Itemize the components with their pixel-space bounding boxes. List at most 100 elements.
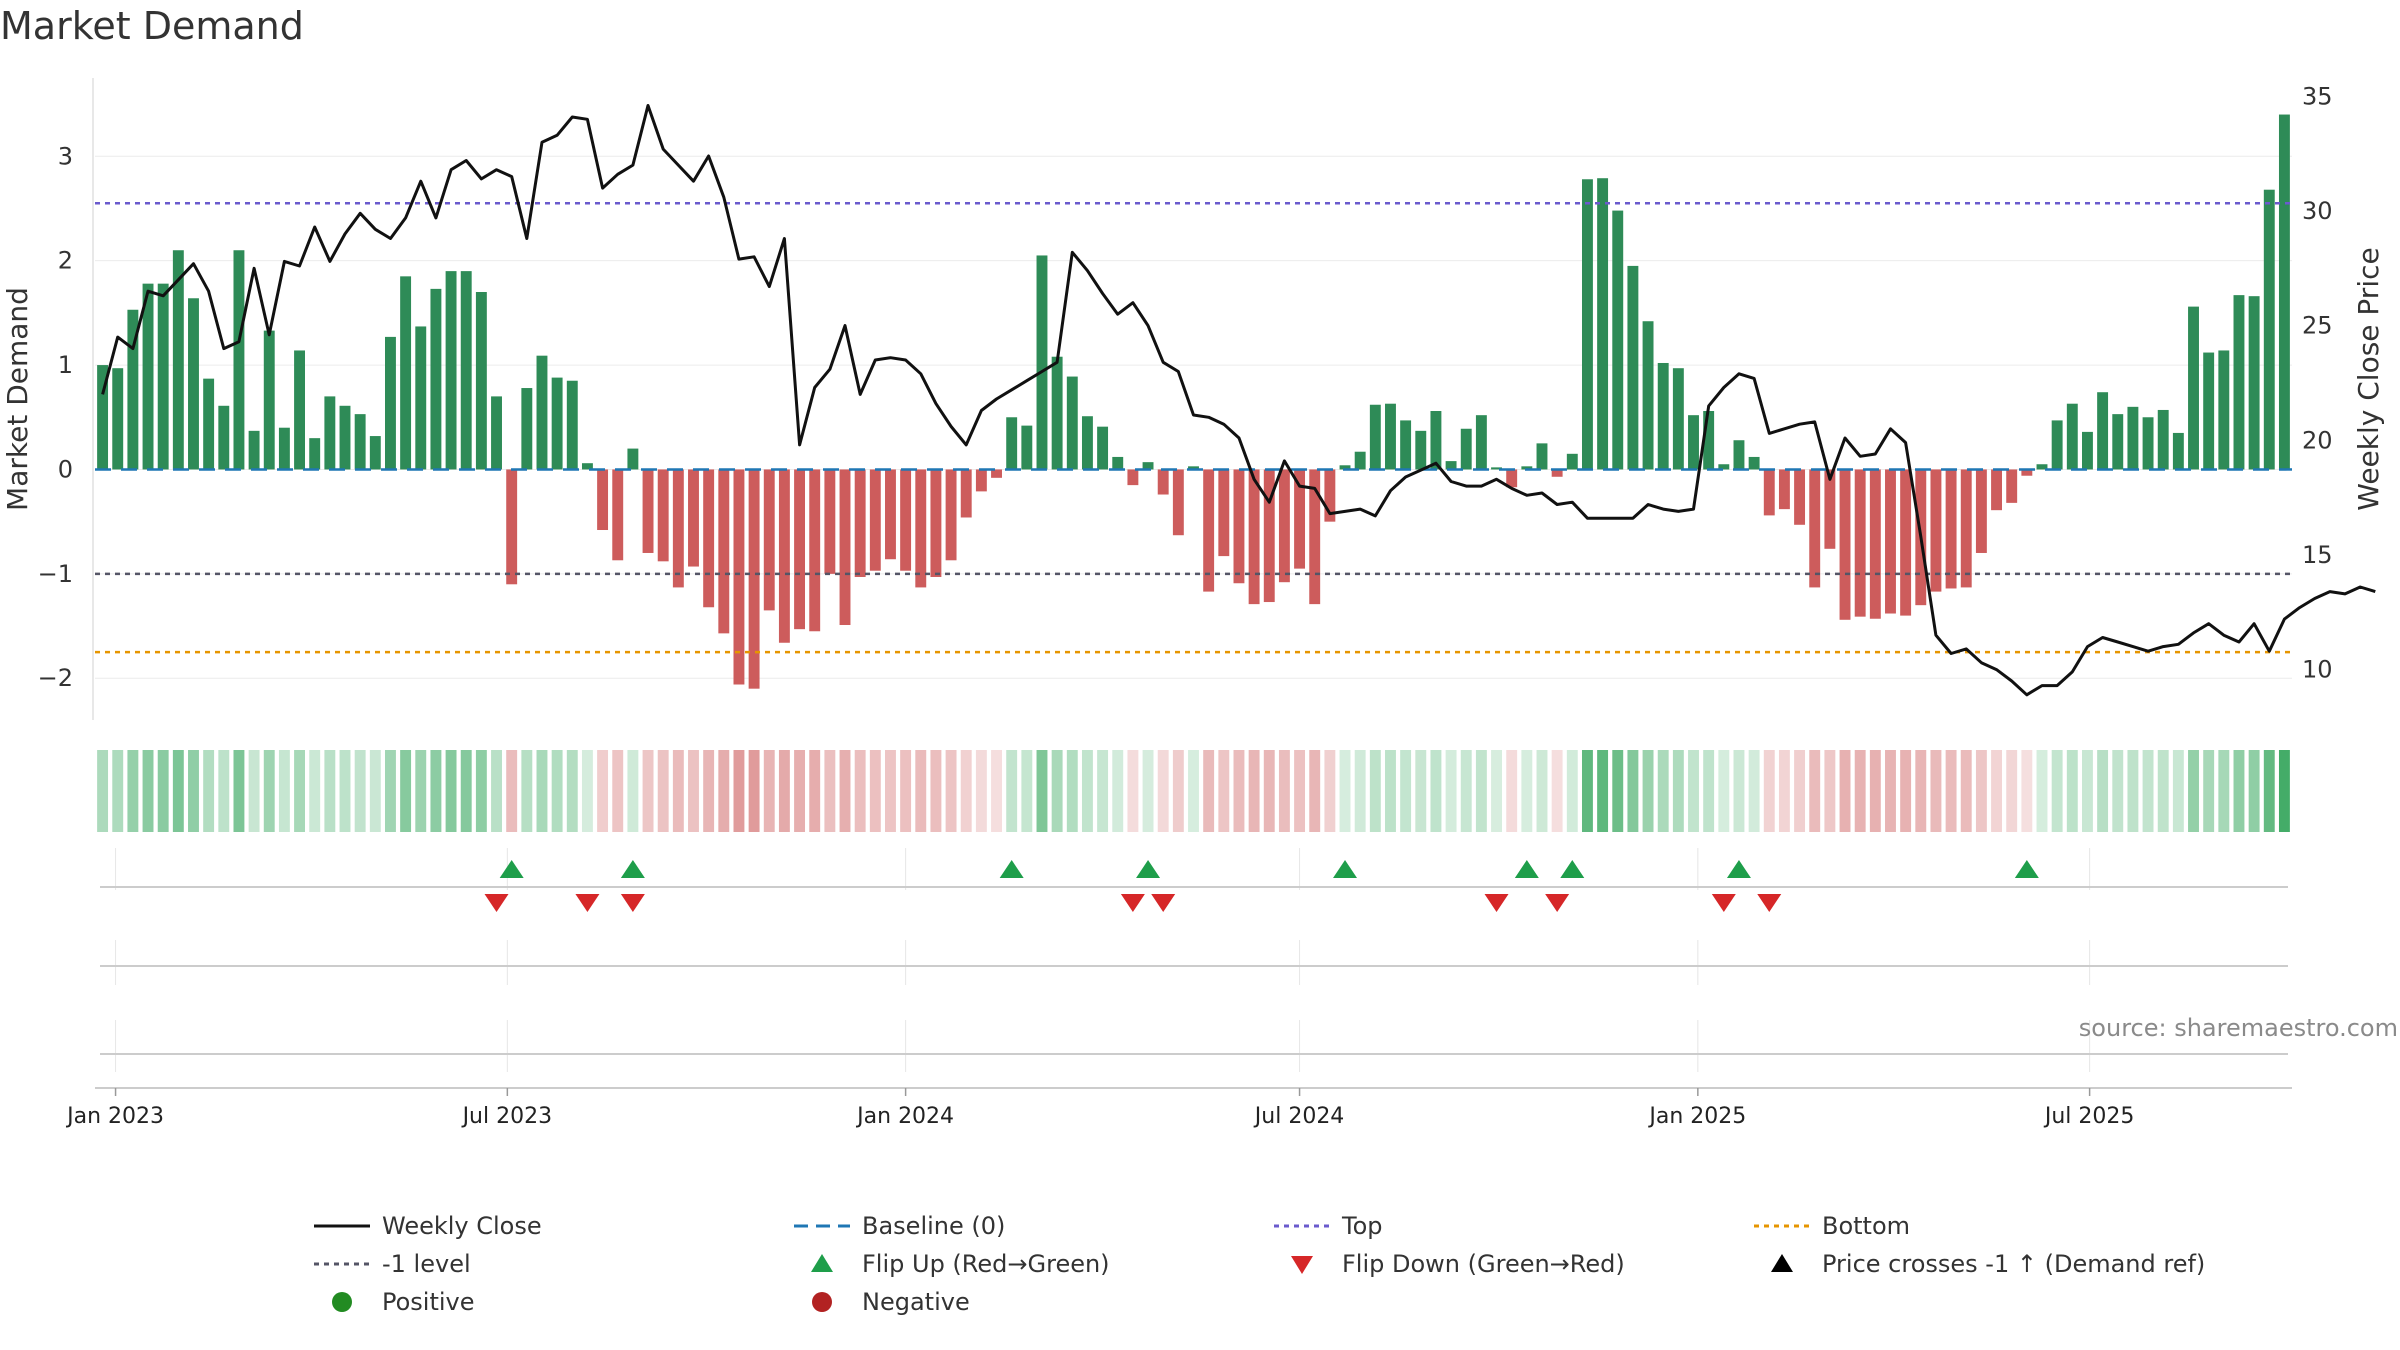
heat-strip-cell xyxy=(142,750,154,832)
demand-bar-positive xyxy=(1491,467,1502,470)
demand-bar-negative xyxy=(2021,469,2033,476)
heat-strip-cell xyxy=(1385,750,1396,832)
heat-strip-cell xyxy=(2263,750,2275,832)
demand-bar-positive xyxy=(536,355,548,470)
heat-strip-cell xyxy=(581,750,593,832)
heat-strip-cell xyxy=(445,750,457,832)
demand-bar-positive xyxy=(2233,295,2245,470)
demand-bar-negative xyxy=(1778,469,1790,510)
demand-bar-negative xyxy=(1900,469,1912,616)
left-tick-label: −2 xyxy=(38,664,73,692)
demand-bar-positive xyxy=(2188,306,2199,470)
right-tick-label: 25 xyxy=(2302,312,2333,340)
heat-strip-cell xyxy=(1506,750,1518,832)
demand-bar-positive xyxy=(1006,417,1018,470)
heat-strip-cell xyxy=(748,750,760,832)
x-tick-label: Jan 2024 xyxy=(855,1104,954,1129)
heat-strip-cell xyxy=(172,750,184,832)
demand-bar-positive xyxy=(1400,420,1412,470)
demand-bar-positive xyxy=(627,448,639,470)
demand-bar-positive xyxy=(309,438,321,470)
heat-strip-cell xyxy=(1915,750,1927,832)
demand-bar-positive xyxy=(188,298,199,470)
legend-swatch-negative xyxy=(812,1292,832,1312)
legend-label: -1 level xyxy=(382,1250,471,1278)
demand-bar-negative xyxy=(597,469,609,531)
demand-bar-negative xyxy=(991,469,1002,478)
heat-strip-cell xyxy=(1006,750,1018,832)
demand-bar-negative xyxy=(854,469,866,577)
heat-strip-cell xyxy=(1188,750,1199,832)
heat-strip-cell xyxy=(1778,750,1790,832)
heat-strip-cell xyxy=(1127,750,1139,832)
legend-swatch-top xyxy=(1274,1224,1330,1228)
flip-down-marker xyxy=(575,894,600,912)
heat-strip-cell xyxy=(1172,750,1184,832)
heat-strip-cell xyxy=(309,750,321,832)
heat-strip-cell xyxy=(2248,750,2260,832)
heat-strip-cell xyxy=(2188,750,2199,832)
heat-strip-cell xyxy=(1627,750,1639,832)
demand-bar-negative xyxy=(975,469,987,492)
heat-strip-cell xyxy=(1869,750,1881,832)
flip-up-marker xyxy=(2014,860,2039,878)
heat-strip-cell xyxy=(1097,750,1109,832)
demand-bar-negative xyxy=(1248,469,1260,605)
legend-item-price-cross: Price crosses -1 ↑ (Demand ref) xyxy=(1752,1246,2205,1282)
heat-strip-cell xyxy=(354,750,366,832)
chart-title: Market Demand xyxy=(0,4,304,48)
demand-bar-negative xyxy=(1203,469,1215,592)
demand-bar-positive xyxy=(430,288,442,470)
legend-label: Weekly Close xyxy=(382,1212,542,1240)
heat-strip-cell xyxy=(1536,750,1548,832)
demand-bar-negative xyxy=(1824,469,1836,549)
heat-strip-cell xyxy=(278,750,290,832)
heat-strip-cell xyxy=(1248,750,1260,832)
demand-bar-positive xyxy=(157,283,169,470)
heat-strip-cell xyxy=(1703,750,1715,832)
demand-bar-positive xyxy=(460,271,472,470)
demand-bar-positive xyxy=(1066,376,1078,470)
demand-bar-positive xyxy=(415,326,427,470)
flip-down-marker xyxy=(1545,894,1570,912)
legend-item-negative: Negative xyxy=(792,1284,970,1320)
heat-strip-cell xyxy=(430,750,442,832)
demand-bar-positive xyxy=(203,378,215,470)
legend-item-flip-up: Flip Up (Red→Green) xyxy=(792,1246,1110,1282)
heat-strip-cell xyxy=(1991,750,2002,832)
demand-bar-negative xyxy=(763,469,775,611)
heat-strip-cell xyxy=(2021,750,2033,832)
demand-bar-negative xyxy=(794,469,806,630)
demand-bar-negative xyxy=(809,469,821,632)
heat-strip-cell xyxy=(778,750,790,832)
demand-bar-negative xyxy=(1809,469,1821,588)
demand-bar-positive xyxy=(1097,426,1109,470)
heat-strip-cell xyxy=(763,750,775,832)
heat-strip-cell xyxy=(1263,750,1275,832)
demand-bar-positive xyxy=(385,336,396,470)
heat-strip-cell xyxy=(672,750,684,832)
legend-swatch-price-cross xyxy=(1771,1254,1793,1272)
demand-bar-positive xyxy=(2263,189,2275,470)
legend-item-minus1: -1 level xyxy=(312,1246,471,1282)
heat-strip-cell xyxy=(2203,750,2215,832)
demand-bar-negative xyxy=(703,469,715,608)
heat-strip-cell xyxy=(1036,750,1048,832)
heat-strip-cell xyxy=(1309,750,1321,832)
heat-strip-cell xyxy=(1142,750,1154,832)
demand-bar-positive xyxy=(1733,440,1745,470)
flip-up-marker xyxy=(1333,860,1358,878)
heat-strip-cell xyxy=(112,750,124,832)
heat-strip-cell xyxy=(2097,750,2109,832)
demand-bar-positive xyxy=(566,380,578,470)
demand-bar-negative xyxy=(1991,469,2002,511)
demand-bar-negative xyxy=(778,469,790,643)
demand-bar-negative xyxy=(1506,469,1518,488)
flip-down-marker xyxy=(1484,894,1509,912)
heat-strip-cell xyxy=(1294,750,1306,832)
demand-bar-positive xyxy=(1036,255,1048,470)
heat-strip-cell xyxy=(869,750,881,832)
demand-bar-positive xyxy=(2142,417,2154,470)
demand-bar-positive xyxy=(1415,430,1427,470)
